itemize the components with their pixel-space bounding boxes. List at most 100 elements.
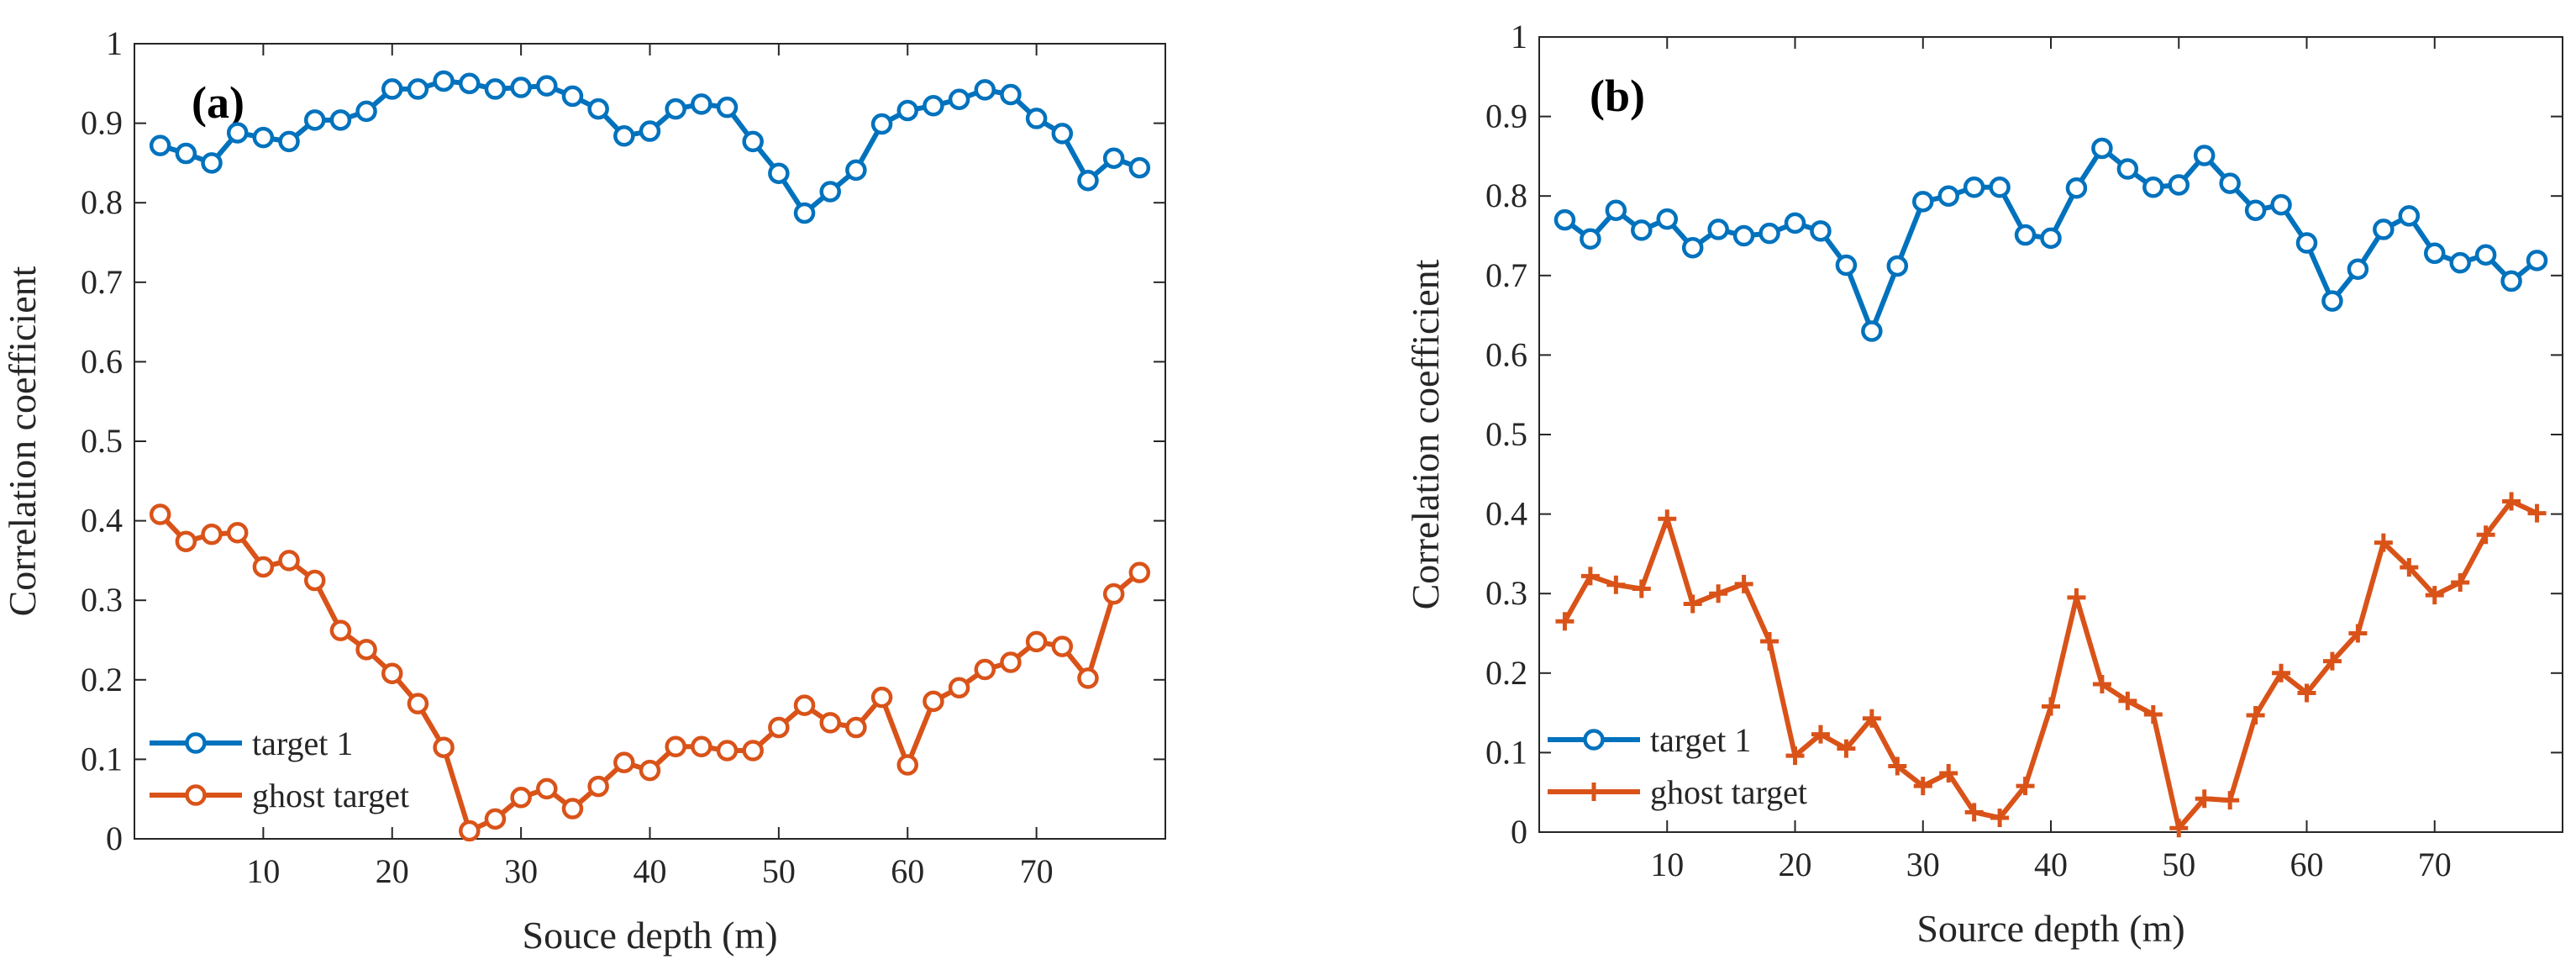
data-point — [175, 142, 197, 165]
data-point — [1888, 756, 1907, 776]
data-point — [691, 735, 712, 758]
data-point — [1989, 177, 2011, 198]
y-tick-label: 0.3 — [81, 581, 123, 619]
data-point — [845, 716, 867, 739]
data-point — [1760, 631, 1780, 651]
data-point — [1580, 228, 1601, 250]
data-point — [381, 662, 403, 684]
y-tick-label: 0.8 — [81, 183, 123, 221]
data-point — [2143, 704, 2163, 724]
data-point — [303, 569, 326, 592]
data-point — [1077, 667, 1099, 689]
data-point — [793, 694, 816, 716]
data-point — [948, 88, 970, 110]
data-point — [1785, 746, 1805, 766]
legend-entry: target 1 — [252, 725, 353, 762]
data-point — [1913, 777, 1932, 796]
data-point — [2500, 270, 2522, 292]
data-point — [974, 658, 996, 681]
data-point — [1937, 185, 1959, 207]
data-point — [303, 109, 326, 131]
data-point — [896, 754, 918, 776]
data-point — [587, 775, 609, 798]
data-point — [1555, 612, 1575, 631]
data-point — [2322, 651, 2342, 671]
y-tick-label: 0 — [1511, 813, 1527, 851]
legend-marker — [1583, 729, 1605, 751]
data-point — [1658, 509, 1677, 529]
data-point — [1683, 594, 1702, 614]
data-point — [175, 530, 197, 552]
data-point — [149, 134, 171, 156]
data-point — [2014, 224, 2037, 246]
y-tick-label: 0.7 — [81, 263, 123, 301]
data-point — [226, 522, 249, 544]
series-target-1 — [149, 70, 1151, 224]
data-point — [845, 159, 867, 182]
data-point — [510, 76, 532, 98]
data-point — [2042, 697, 2060, 716]
data-point — [2527, 503, 2547, 523]
data-point — [201, 523, 223, 545]
y-tick-label: 0.9 — [81, 104, 123, 142]
data-point — [716, 96, 739, 119]
data-point — [278, 130, 300, 153]
x-tick-label: 10 — [246, 852, 280, 890]
data-point — [923, 690, 944, 713]
legend: target 1 ghost target — [1548, 721, 1807, 811]
x-tick-label: 70 — [1020, 852, 1054, 890]
data-point — [768, 716, 790, 739]
legend: target 1 ghost target — [150, 725, 409, 814]
y-tick-label: 0.6 — [1485, 335, 1527, 373]
data-point — [1707, 219, 1729, 240]
data-point — [1734, 574, 1753, 593]
data-point — [2526, 250, 2548, 271]
data-point — [2219, 172, 2241, 194]
data-point — [1656, 208, 1678, 230]
data-point — [252, 126, 275, 149]
data-point — [1939, 763, 1958, 783]
data-point — [948, 677, 970, 699]
data-point — [768, 162, 790, 184]
legend-marker — [185, 732, 207, 754]
data-point — [226, 122, 249, 144]
x-tick-label: 20 — [1779, 846, 1812, 883]
data-point — [561, 798, 584, 820]
series-ghost-target — [1555, 492, 2547, 838]
data-point — [2451, 572, 2470, 592]
data-point — [1605, 199, 1627, 221]
data-point — [2195, 789, 2214, 809]
x-tick-label: 40 — [633, 852, 667, 890]
data-point — [2091, 137, 2113, 160]
data-point — [2373, 219, 2395, 240]
data-point — [1886, 255, 1909, 277]
data-point — [329, 619, 352, 641]
plot-area — [134, 43, 1166, 840]
data-point — [1580, 567, 1600, 586]
data-point — [1912, 191, 1934, 213]
panel-a: 0 0.1 0.2 0.3 0.4 0.5 0.6 0.7 0.8 0.9 1 10 20 30 40 50 6… — [1, 24, 1166, 957]
x-tick-label: 60 — [2290, 846, 2324, 883]
data-point — [896, 99, 918, 122]
data-point — [2193, 145, 2216, 166]
data-point — [870, 113, 893, 135]
x-tick-label: 50 — [2162, 846, 2195, 883]
data-point — [2221, 791, 2240, 810]
data-point — [2040, 227, 2062, 250]
data-point — [1990, 808, 2010, 827]
data-point — [278, 550, 300, 572]
data-point — [484, 808, 507, 830]
data-point — [2449, 251, 2471, 274]
data-point — [1861, 320, 1883, 342]
data-point — [716, 740, 739, 762]
data-point — [329, 109, 352, 131]
y-tick-label: 0.3 — [1485, 574, 1527, 612]
data-point — [2067, 588, 2086, 607]
data-point — [1862, 709, 1881, 728]
y-tick-label: 0 — [106, 820, 123, 857]
data-point — [2400, 557, 2419, 577]
y-tick-label: 0.2 — [1485, 654, 1527, 692]
data-point — [1128, 561, 1151, 583]
data-point — [870, 686, 893, 709]
panel-label: (a) — [192, 77, 244, 128]
